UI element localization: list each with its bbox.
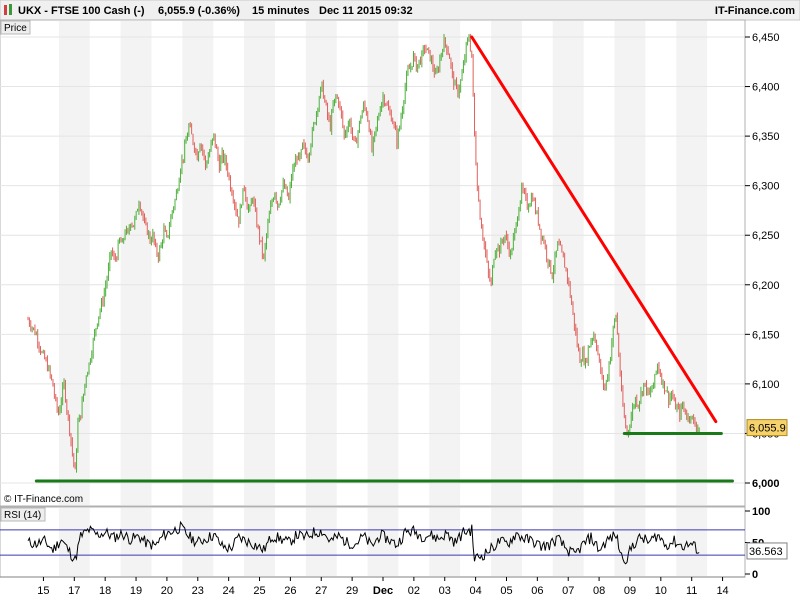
- x-tick-label: 03: [439, 585, 451, 597]
- y-tick-label: 6,300: [752, 181, 780, 193]
- y-tick-label: 6,450: [752, 32, 780, 44]
- x-tick-label: 29: [346, 585, 358, 597]
- y-tick-label: 6,200: [752, 280, 780, 292]
- day-band: [491, 21, 522, 505]
- y-tick-label: 6,150: [752, 329, 780, 341]
- x-tick-label: 11: [686, 585, 697, 597]
- rsi-panel-label: RSI (14): [4, 510, 41, 521]
- datetime-label: Dec 11 2015 09:32: [319, 5, 413, 17]
- day-band: [429, 508, 461, 576]
- x-tick-label: 19: [130, 585, 142, 597]
- x-tick-label: 24: [223, 585, 235, 597]
- y-tick-label: 6,400: [752, 82, 780, 94]
- day-band: [676, 21, 708, 505]
- day-band: [244, 21, 275, 505]
- x-tick-label: 17: [68, 585, 80, 597]
- x-tick-label: 05: [500, 585, 512, 597]
- x-tick-label: 20: [161, 585, 173, 597]
- day-band: [120, 21, 152, 505]
- last-price-change: 6,055.9 (-0.36%): [158, 5, 240, 17]
- price-label-box: [0, 20, 31, 35]
- interval-label: 15 minutes: [252, 5, 309, 17]
- x-tick-label: 26: [284, 585, 296, 597]
- y-tick-label: 6,000: [752, 478, 780, 490]
- day-band: [305, 21, 337, 505]
- price-panel-label: Price: [4, 23, 27, 34]
- candle-icon: [4, 4, 12, 15]
- x-tick-label: 18: [99, 585, 111, 597]
- instrument-title: UKX - FTSE 100 Cash (-): [18, 5, 145, 17]
- day-band: [676, 508, 708, 576]
- x-tick-label: 04: [469, 585, 481, 597]
- downtrend-line: [470, 35, 718, 424]
- y-tick-label: 6,350: [752, 131, 780, 143]
- rsi-panel: RSI (14) 05010036.563: [0, 506, 788, 581]
- day-band: [614, 508, 646, 576]
- y-tick-label: 6,100: [752, 379, 780, 391]
- day-band: [367, 508, 399, 576]
- y-tick-label: 6,250: [752, 230, 780, 242]
- day-band: [614, 21, 646, 505]
- header-bar: UKX - FTSE 100 Cash (-) 6,055.9 (-0.36%)…: [0, 0, 800, 21]
- x-tick-label: 07: [562, 585, 574, 597]
- brand-label: IT-Finance.com: [715, 5, 795, 17]
- rsi-value-tag-label: 36.563: [749, 546, 783, 558]
- watermark: © IT-Finance.com: [4, 494, 83, 505]
- last-price-tag: [746, 419, 788, 437]
- day-band: [182, 21, 214, 505]
- x-tick-label: 10: [655, 585, 667, 597]
- x-tick-label: 27: [315, 585, 327, 597]
- x-tick-label: 08: [593, 585, 605, 597]
- rsi-series-line: [27, 520, 700, 565]
- x-tick-label: 09: [624, 585, 636, 597]
- day-band: [182, 508, 214, 576]
- rsi-y-tick-label: 100: [752, 506, 770, 518]
- rsi-y-tick-label: 0: [752, 569, 758, 581]
- x-tick-label: 02: [408, 585, 420, 597]
- day-band: [552, 21, 584, 505]
- last-price-tag-label: 6,055.9: [749, 423, 786, 435]
- x-axis: 15 17 18 19 20 23 24 25 26 27 29 Dec 02 03 04 05 06 07 08 0…: [0, 576, 745, 597]
- day-band: [305, 508, 337, 576]
- rsi-value-tag: [746, 542, 788, 560]
- x-tick-label: 06: [531, 585, 543, 597]
- day-band: [120, 508, 152, 576]
- x-tick-label: 15: [37, 585, 49, 597]
- price-panel: Price © IT-Finance.com 6,0006,0506,1006,…: [0, 19, 788, 577]
- x-tick-label: 14: [716, 585, 728, 597]
- x-tick-label: Dec: [373, 585, 393, 597]
- day-band: [552, 508, 584, 576]
- x-tick-label: 25: [253, 585, 265, 597]
- rsi-label-box: [0, 507, 46, 522]
- day-band: [429, 21, 461, 505]
- day-band: [58, 21, 90, 505]
- x-tick-label: 23: [192, 585, 204, 597]
